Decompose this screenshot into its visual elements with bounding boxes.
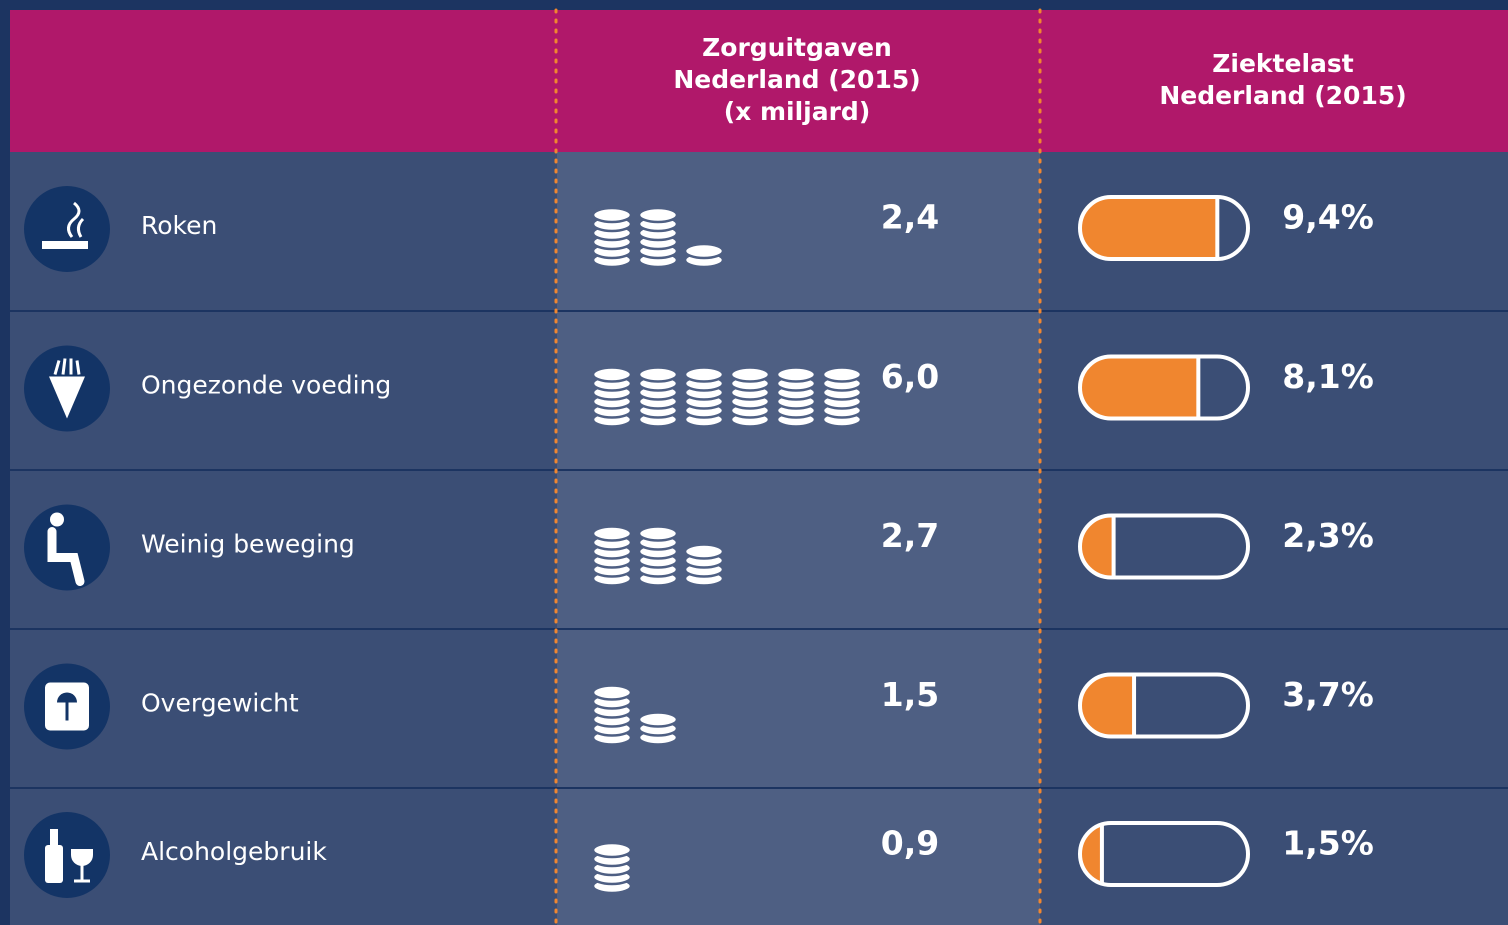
header-label: Zorguitgaven (702, 33, 892, 62)
header-label: (x miljard) (724, 97, 871, 126)
coin (637, 206, 679, 224)
coin (775, 366, 817, 383)
header-band (10, 10, 1508, 152)
burden-value: 1,5% (1282, 824, 1374, 863)
row-label: Ongezonde voeding (141, 371, 391, 400)
coin (637, 711, 679, 728)
cost-value: 1,5 (881, 675, 939, 714)
coin-stacks (591, 841, 633, 895)
coin-stacks (591, 366, 863, 428)
cost-cell (557, 789, 1040, 925)
row-label: Overgewicht (141, 689, 299, 718)
cost-cell (557, 630, 1040, 787)
coin-stacks (591, 684, 679, 746)
row-icon (24, 812, 110, 898)
pill-outline (1078, 821, 1250, 887)
pill-outline (1078, 354, 1250, 421)
coin (637, 366, 679, 383)
coin (821, 366, 863, 383)
coin-stacks (591, 206, 725, 269)
row-icon (24, 663, 110, 750)
coin (637, 525, 679, 542)
coin (683, 242, 725, 260)
header-label: Nederland (2015) (673, 65, 920, 94)
burden-value: 8,1% (1282, 357, 1374, 396)
row-label: Alcoholgebruik (141, 837, 327, 866)
coin (591, 206, 633, 224)
row-label: Roken (141, 211, 217, 240)
coin (683, 543, 725, 560)
coin (591, 525, 633, 542)
burden-value: 2,3% (1282, 516, 1374, 555)
coin-stacks (591, 525, 725, 587)
burden-value: 3,7% (1282, 675, 1374, 714)
coin (591, 684, 633, 701)
row-label: Weinig beweging (141, 530, 355, 559)
burden-fill (1080, 197, 1218, 259)
cost-cell (557, 152, 1040, 310)
cost-cell (557, 471, 1040, 628)
pill-outline (1078, 513, 1250, 580)
row-icon (24, 345, 110, 432)
pill-outline (1078, 672, 1250, 739)
cost-value: 0,9 (881, 824, 939, 863)
coin (591, 841, 633, 859)
coin (729, 366, 771, 383)
cost-value: 6,0 (881, 357, 939, 396)
pill-outline (1078, 195, 1250, 261)
row-icon (24, 186, 110, 272)
burden-fill (1080, 356, 1199, 419)
header-label: Ziektelast (1212, 49, 1354, 78)
burden-value: 9,4% (1282, 198, 1374, 237)
cost-value: 2,4 (881, 198, 939, 237)
header-label: Nederland (2015) (1159, 81, 1406, 110)
row-icon (24, 504, 110, 591)
cost-value: 2,7 (881, 516, 939, 555)
coin (683, 366, 725, 383)
coin (591, 366, 633, 383)
